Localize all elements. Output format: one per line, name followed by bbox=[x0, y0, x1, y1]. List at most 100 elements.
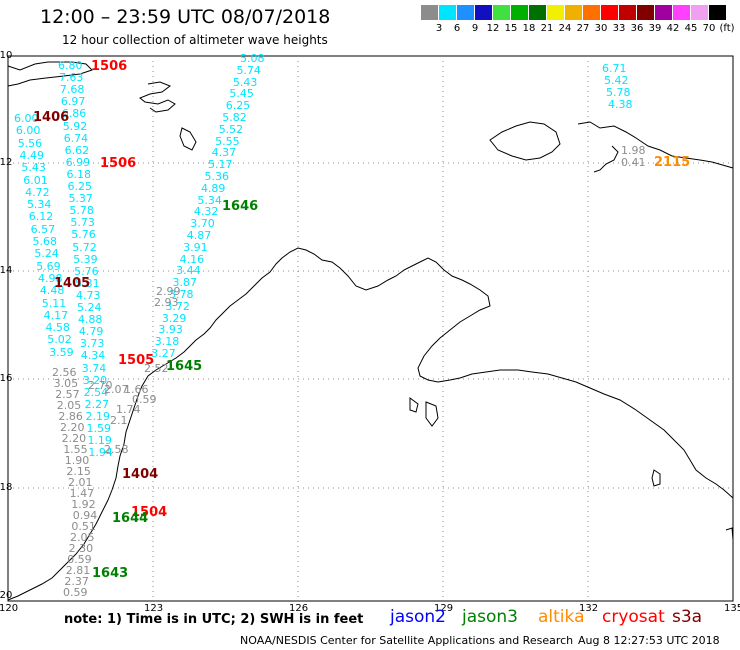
wave-height-value: 2.01 bbox=[68, 476, 93, 489]
wave-height-value: 4.98 bbox=[38, 271, 63, 285]
wave-height-value: 5.39 bbox=[73, 252, 98, 266]
legend-label: 45 bbox=[684, 23, 698, 34]
wave-height-value: 0.59 bbox=[67, 553, 92, 566]
pass-time-label: 1506 bbox=[91, 59, 128, 74]
wave-height-value: 5.24 bbox=[34, 247, 59, 261]
wave-height-value: 1.19 bbox=[87, 434, 112, 448]
lon-label: 129 bbox=[434, 603, 454, 614]
legend-label: 3 bbox=[435, 23, 443, 34]
wave-height-value: 4.88 bbox=[77, 313, 103, 327]
legend-swatch bbox=[601, 5, 618, 20]
legend-label: 18 bbox=[522, 23, 536, 34]
pass-time-label: 2115 bbox=[654, 155, 691, 170]
wave-height-value: 2.05 bbox=[70, 531, 95, 544]
satellite-s3a: s3a bbox=[672, 607, 703, 627]
wave-height-value: 5.34 bbox=[197, 193, 222, 207]
legend-swatch bbox=[547, 5, 564, 20]
pass-time-label: 1406 bbox=[33, 110, 70, 125]
wave-height-value: 6.00 bbox=[14, 112, 39, 125]
wave-height-value: 4.34 bbox=[80, 349, 106, 363]
wave-height-value: 4.17 bbox=[43, 308, 69, 322]
wave-height-value: 1.92 bbox=[71, 498, 96, 511]
wave-height-value: 0.59 bbox=[63, 586, 88, 599]
coast-timor-west bbox=[7, 61, 93, 87]
wave-height-value: 6.71 bbox=[602, 62, 627, 75]
pass-time-label: 1405 bbox=[54, 276, 91, 291]
wave-height-value: 5.76 bbox=[74, 264, 99, 278]
pass-time-label: 1644 bbox=[112, 511, 149, 526]
wave-height-value: 2.1 bbox=[110, 414, 128, 427]
wave-height-value: 5.45 bbox=[229, 87, 254, 101]
wave-height-value: 5.24 bbox=[77, 301, 102, 314]
wave-height-value: 3.70 bbox=[190, 217, 215, 231]
timestamp-text: Aug 8 12:27:53 UTC 2018 bbox=[578, 634, 720, 647]
wave-height-value: 3.73 bbox=[79, 337, 105, 351]
wave-height-value: 1.90 bbox=[64, 454, 90, 467]
legend-label: 15 bbox=[504, 23, 518, 34]
legend-swatch bbox=[529, 5, 546, 20]
wave-height-value: 5.74 bbox=[236, 63, 261, 77]
wave-height-value: 2.52 bbox=[144, 362, 169, 375]
legend-swatch bbox=[583, 5, 600, 20]
wave-height-value: 2.58 bbox=[104, 443, 129, 456]
wave-height-value: 3.29 bbox=[161, 311, 187, 325]
wave-height-value: 5.11 bbox=[41, 296, 67, 310]
wave-height-value: 6.57 bbox=[30, 222, 56, 236]
wave-height-value: 4.73 bbox=[76, 288, 101, 302]
legend-swatch bbox=[619, 5, 636, 20]
wave-height-value: 3.59 bbox=[49, 345, 74, 359]
wave-height-value: 0.41 bbox=[621, 156, 646, 169]
legend-unit: (ft) bbox=[719, 23, 735, 34]
wave-height-value: 0.59 bbox=[132, 393, 157, 406]
wave-height-value: 5.17 bbox=[208, 158, 233, 172]
lat-label: -16 bbox=[0, 373, 13, 384]
wave-height-value: 5.56 bbox=[17, 136, 43, 150]
wave-height-value: 3.91 bbox=[183, 240, 208, 254]
wave-height-value: 2.30 bbox=[68, 542, 94, 555]
lat-label: -14 bbox=[0, 265, 13, 276]
wave-height-value: 3.87 bbox=[172, 276, 198, 290]
coast-new-guinea bbox=[577, 121, 734, 169]
legend-swatch bbox=[439, 5, 456, 20]
lon-label: 132 bbox=[579, 603, 599, 614]
coastlines bbox=[7, 61, 734, 601]
wave-height-value: 1.47 bbox=[69, 487, 95, 500]
coast-australia bbox=[7, 247, 734, 601]
wave-height-value: 5.43 bbox=[232, 75, 258, 89]
wave-height-value: 4.37 bbox=[211, 146, 237, 160]
wave-height-value: 3.93 bbox=[158, 323, 183, 337]
wave-height-value: 3.27 bbox=[151, 347, 176, 360]
wave-height-value: 5.55 bbox=[215, 134, 240, 148]
wave-height-value: 2.20 bbox=[60, 421, 85, 434]
wave-height-value: 2.86 bbox=[58, 410, 83, 423]
wave-height-value: 1.98 bbox=[621, 144, 646, 157]
wave-height-value: 6.12 bbox=[28, 210, 54, 224]
wave-height-value: 6.99 bbox=[65, 155, 91, 169]
legend-swatch bbox=[421, 5, 438, 20]
wave-height-value: 2.27 bbox=[84, 397, 110, 411]
footer-note: note: 1) Time is in UTC; 2) SWH is in fe… bbox=[64, 612, 364, 627]
wave-height-value: 2.56 bbox=[52, 366, 77, 379]
wave-height-value: 4.72 bbox=[25, 185, 50, 199]
legend-swatch bbox=[475, 5, 492, 20]
legend-label: 30 bbox=[594, 23, 608, 34]
lat-label: -12 bbox=[0, 157, 13, 168]
wave-height-value: 6.62 bbox=[64, 143, 90, 157]
wave-height-value: 5.08 bbox=[240, 52, 265, 65]
wave-height-value: 6.00 bbox=[15, 124, 41, 138]
wave-height-value: 5.68 bbox=[32, 235, 58, 248]
pass-time-label: 1643 bbox=[92, 566, 129, 581]
wave-height-value: 2.05 bbox=[56, 399, 82, 412]
pass-time-label: 1506 bbox=[100, 156, 137, 171]
wave-height-value: 7.68 bbox=[59, 83, 85, 97]
wave-height-value: 3.78 bbox=[169, 288, 194, 301]
satellite-jason2: jason2 bbox=[390, 607, 446, 627]
legend-label: 27 bbox=[576, 23, 590, 34]
wave-height-value: 5.78 bbox=[69, 204, 94, 218]
wave-height-value: 3.18 bbox=[154, 335, 180, 349]
legend-label: 70 bbox=[702, 23, 716, 34]
legend-label: 42 bbox=[666, 23, 680, 34]
legend-swatch bbox=[493, 5, 510, 20]
wave-height-value: 2.19 bbox=[85, 409, 111, 423]
